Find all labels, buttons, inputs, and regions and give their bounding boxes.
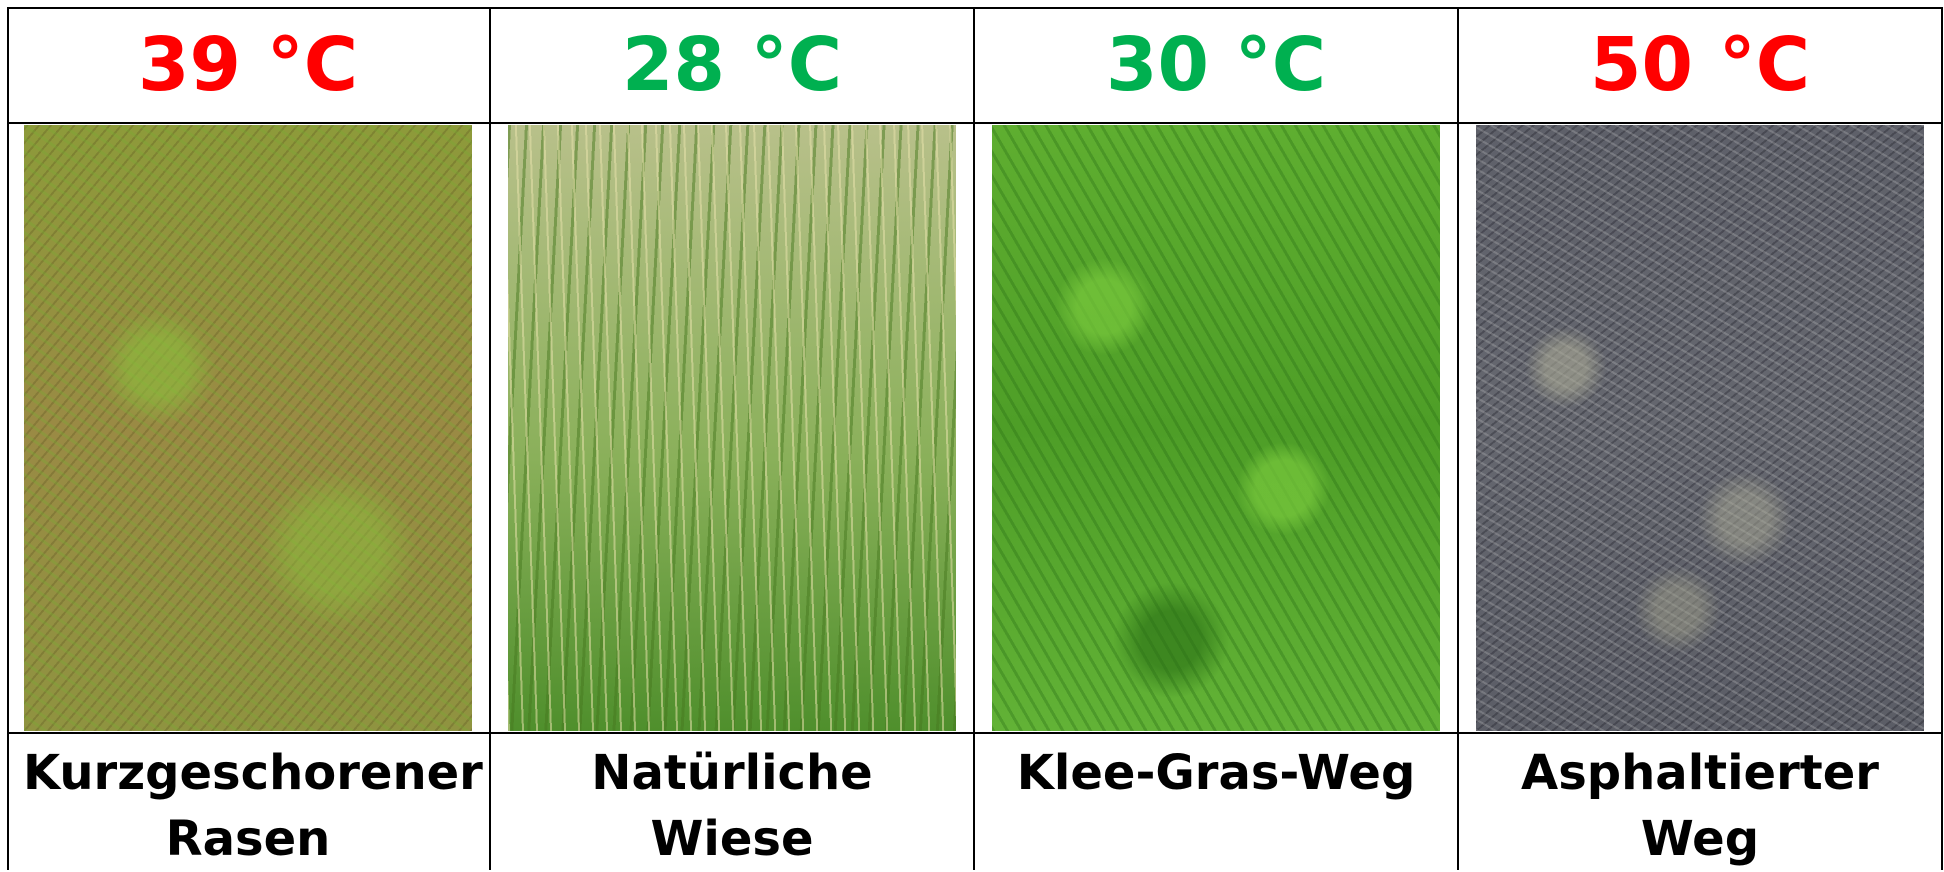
temperature: 30 °C <box>975 7 1457 124</box>
surface-label: Natürliche Wiese <box>491 732 973 870</box>
page: 39 °C Kurzgeschorener Rasen 28 °C Natürl… <box>0 0 1944 870</box>
temperature: 28 °C <box>491 7 973 124</box>
column: 50 °C Asphaltierter Weg <box>1459 7 1943 870</box>
photo <box>24 125 472 731</box>
column: 39 °C Kurzgeschorener Rasen <box>7 7 491 870</box>
temperature: 39 °C <box>7 7 489 124</box>
column: 30 °C Klee-Gras-Weg <box>975 7 1459 870</box>
temperature: 50 °C <box>1459 7 1941 124</box>
surface-label: Asphaltierter Weg <box>1459 732 1941 870</box>
surface-label: Kurzgeschorener Rasen <box>7 732 489 870</box>
column: 28 °C Natürliche Wiese <box>491 7 975 870</box>
surface-label: Klee-Gras-Weg <box>975 732 1457 870</box>
photo <box>508 125 956 731</box>
photo <box>1476 125 1924 731</box>
photo <box>992 125 1440 731</box>
